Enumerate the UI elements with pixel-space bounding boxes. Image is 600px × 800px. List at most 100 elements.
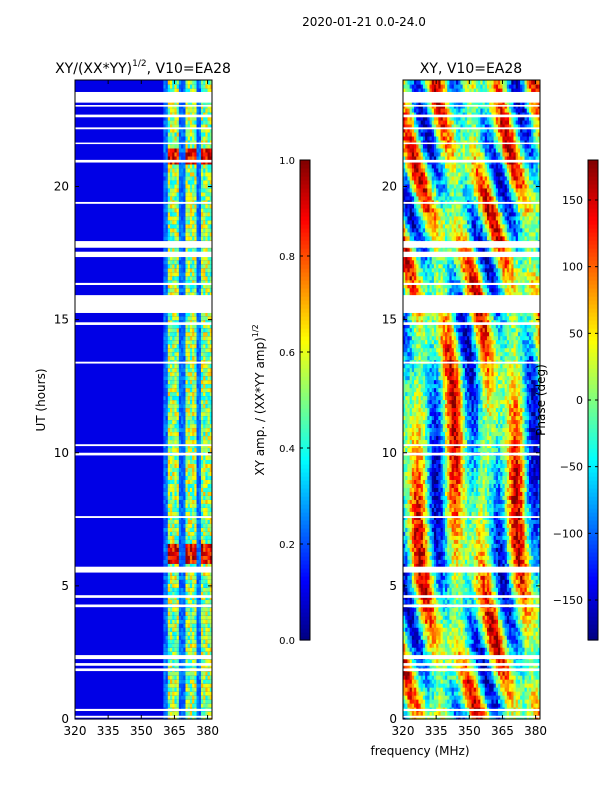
amp-cell [176, 571, 180, 576]
amp-cell [198, 631, 202, 636]
amp-cell [183, 631, 186, 636]
amp-cell [207, 671, 211, 676]
amp-cell [176, 511, 180, 516]
amp-cell [170, 575, 173, 580]
amp-cell [185, 511, 189, 516]
amp-cell [163, 479, 167, 484]
amp-cell [187, 503, 191, 508]
amp-cell [178, 611, 182, 616]
amp-cell [198, 579, 202, 584]
amp-cell [200, 471, 204, 476]
amp-cell [205, 483, 209, 488]
amp-cell [187, 683, 191, 688]
amp-cell [170, 523, 173, 528]
amp-cell [194, 531, 198, 536]
amp-cell [200, 543, 204, 548]
amp-row [75, 527, 212, 532]
amp-cell [176, 547, 180, 552]
amp-cell [181, 563, 184, 568]
amp-cell [189, 703, 193, 708]
amp-cell [165, 491, 169, 496]
amp-cell [178, 695, 182, 700]
amp-cell [174, 699, 178, 704]
amp-row [75, 679, 212, 684]
amp-cell [170, 531, 173, 536]
amp-cell [183, 619, 186, 624]
amp-cell [209, 611, 213, 616]
amp-cell [198, 527, 202, 532]
amp-cell [207, 539, 211, 544]
flagged-band [75, 201, 212, 204]
amp-cell [205, 651, 209, 656]
amp-cell [185, 535, 189, 540]
amp-cell [189, 463, 193, 468]
amp-cell [205, 711, 209, 716]
amp-cell [172, 695, 175, 700]
amp-cell [181, 447, 184, 453]
amp-cell [207, 679, 211, 684]
amp-cell [183, 547, 186, 552]
amp-cell [181, 591, 184, 596]
amp-cell [200, 711, 204, 716]
amp-cell [172, 507, 175, 512]
amp-cell [205, 471, 209, 476]
amp-cell [209, 503, 213, 508]
amp-cell [165, 587, 169, 592]
amp-cell [167, 543, 171, 548]
amp-cell [185, 675, 189, 680]
amp-cell [181, 463, 184, 468]
amp-cell [205, 447, 209, 453]
amp-cell [207, 535, 211, 540]
amp-cell [167, 675, 171, 680]
amp-cell [165, 575, 169, 580]
amp-row [75, 575, 212, 580]
amp-row [75, 471, 212, 476]
amp-cell [181, 683, 184, 688]
amp-cell [189, 547, 193, 552]
amp-cell [170, 459, 173, 464]
amp-cell [174, 463, 178, 468]
amp-cell [170, 695, 173, 700]
amp-cell [170, 639, 173, 644]
amp-cell [181, 523, 184, 528]
amp-cell [198, 627, 202, 632]
amp-cell [176, 551, 180, 556]
amp-cell [194, 499, 198, 504]
amp-cell [207, 523, 211, 528]
amp-cell [207, 559, 211, 564]
amp-cell [187, 547, 191, 552]
amp-cell [165, 635, 169, 640]
amp-cell [207, 447, 211, 453]
amp-cell [172, 475, 175, 480]
amp-cell [196, 703, 200, 708]
amp-cell [200, 463, 204, 468]
amp-cell [174, 695, 178, 700]
amp-row [75, 623, 212, 628]
amp-cell [192, 463, 195, 468]
amp-cell [185, 619, 189, 624]
amp-cell [209, 555, 213, 560]
amp-cell [200, 635, 204, 640]
amp-cell [192, 587, 195, 592]
amp-cell [181, 611, 184, 616]
amp-cell [209, 535, 213, 540]
amp-cell [165, 699, 169, 704]
amp-cell [165, 447, 169, 453]
amp-cell [163, 535, 167, 540]
amp-cell [176, 695, 180, 700]
amp-cell [196, 547, 200, 552]
amp-cell [203, 583, 206, 588]
amp-cell [192, 519, 195, 524]
amp-cell [165, 695, 169, 700]
amp-cell [192, 467, 195, 472]
amp-cell [189, 503, 193, 508]
amp-cell [196, 671, 200, 676]
amp-cell [207, 563, 211, 568]
amp-cell [205, 631, 209, 636]
amp-cell [167, 495, 171, 500]
flagged-band [75, 295, 212, 313]
amp-cell [185, 543, 189, 548]
amp-cell [183, 687, 186, 692]
amp-cell [167, 695, 171, 700]
amp-cell [200, 587, 204, 592]
